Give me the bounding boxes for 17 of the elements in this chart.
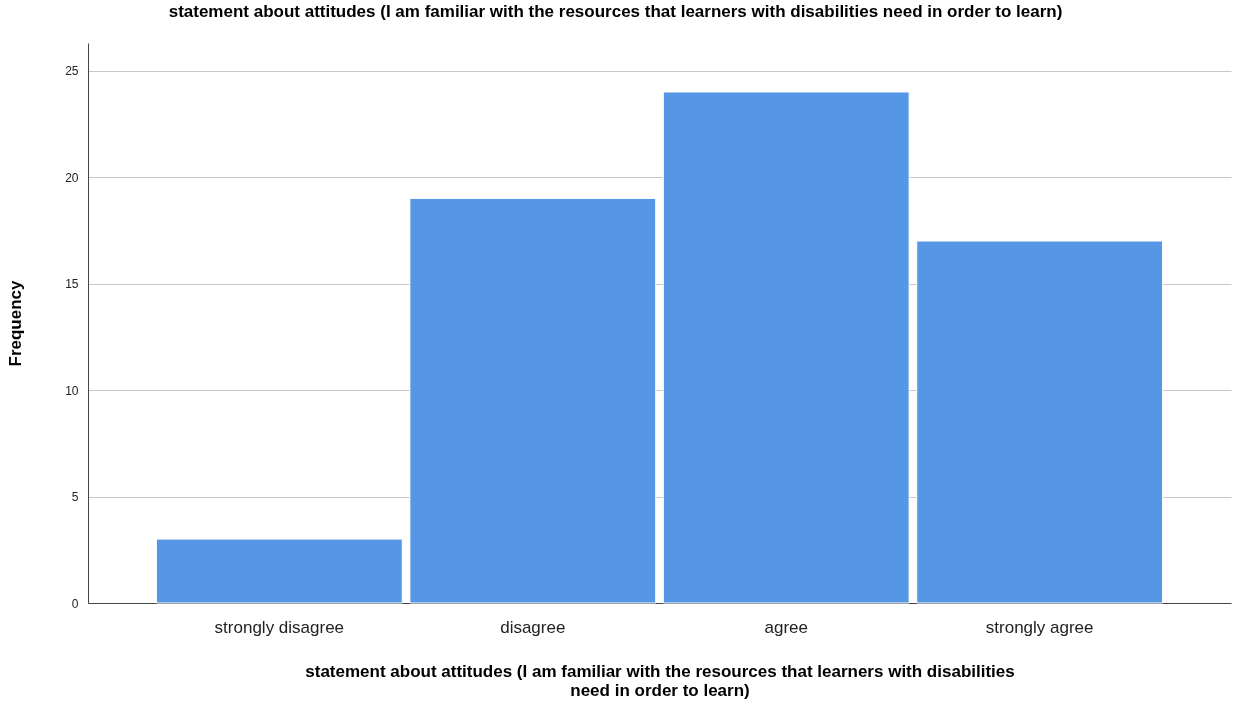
chart-title: statement about attitudes (I am familiar with the resources that learners with disabilities need in order to learn): [168, 2, 1063, 21]
bar: [662, 91, 910, 604]
y-axis-title: Frequency: [6, 279, 26, 367]
x-axis-title: statement about attitudes (I am familiar with the resources that learners with disabilities need in order to learn): [305, 661, 1015, 700]
x-tick-label: strongly agree: [985, 617, 1094, 637]
y-tick-label: 20: [65, 170, 79, 185]
y-tick-label: 10: [65, 383, 79, 398]
y-tick-label: 0: [71, 596, 79, 611]
bar: [409, 197, 657, 604]
y-tick-label: 5: [71, 490, 79, 505]
y-tick-label: 25: [65, 64, 79, 79]
x-tick-label: agree: [764, 617, 808, 637]
bar: [155, 538, 403, 604]
bar: [916, 240, 1164, 604]
x-tick-label: disagree: [500, 617, 566, 637]
y-tick-label: 15: [65, 277, 79, 292]
x-tick-label: strongly disagree: [214, 617, 345, 637]
